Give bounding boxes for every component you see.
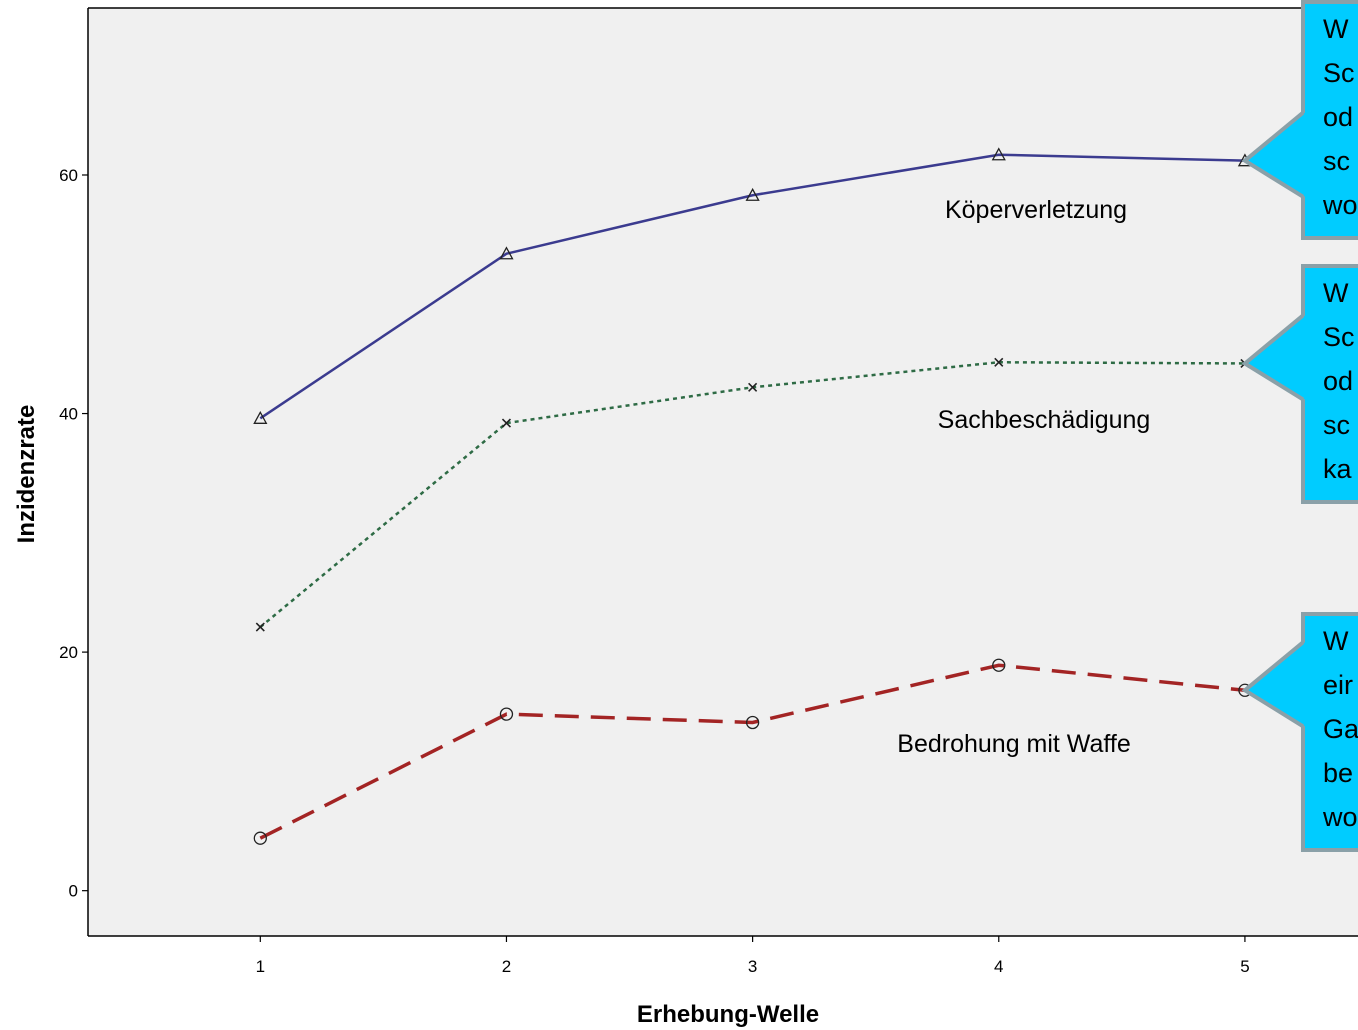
marker-x (994, 357, 1004, 367)
callout-pointer (1244, 642, 1305, 727)
callout-text-line: be (1323, 758, 1353, 788)
callout-pointer-border (1241, 111, 1305, 199)
callout-text-line: sc (1323, 410, 1350, 440)
callout-text-line: Ga (1323, 714, 1358, 744)
marker-circle (745, 715, 760, 730)
marker-triangle (745, 187, 760, 201)
marker-triangle (499, 246, 514, 260)
marker-x (748, 382, 758, 392)
callout-text-line: Sc (1323, 58, 1355, 88)
callout-text-line: eir (1323, 670, 1353, 700)
x-tick-label: 3 (748, 957, 757, 976)
callout-1: W Sc od sc ka (1241, 264, 1358, 504)
callout-text-line: wo (1322, 802, 1358, 832)
marker-x (501, 418, 512, 428)
axes: 0 20 40 60 1 2 3 4 5 (59, 7, 1358, 976)
callout-text-line: W (1323, 626, 1349, 656)
marker-triangle (253, 410, 268, 424)
marker-triangle (991, 147, 1006, 161)
callout-text-line: sc (1323, 146, 1350, 176)
callout-text-line: od (1323, 102, 1353, 132)
callout-text-line: wo (1322, 190, 1358, 220)
callout-0: W Sc od sc wo (1241, 0, 1358, 240)
y-tick-label: 0 (69, 882, 78, 901)
callout-box (1301, 612, 1358, 852)
marker-circle (253, 831, 267, 845)
series-label-koerperverletzung: Köperverletzung (945, 196, 1127, 224)
marker-x (255, 622, 265, 632)
callout-text-line: W (1323, 278, 1349, 308)
series-line-0 (259, 153, 1245, 420)
callout-pointer-border (1241, 313, 1305, 402)
x-axis-title: Erhebung-Welle (637, 1001, 819, 1028)
y-axis-title: Inzidenzrate (13, 405, 40, 544)
series-label-bedrohung: Bedrohung mit Waffe (897, 730, 1130, 758)
callout-pointer (1244, 112, 1305, 197)
y-tick-label: 60 (59, 166, 78, 185)
marker-circle (992, 658, 1006, 672)
callout-text-line: W (1323, 14, 1349, 44)
x-tick-label: 2 (502, 957, 511, 976)
marker-circle (499, 707, 514, 721)
callout-text-line: ka (1323, 454, 1353, 484)
y-tick-label: 20 (59, 643, 78, 662)
series-line-2 (259, 663, 1246, 840)
x-tick-label: 5 (1240, 957, 1249, 976)
series-label-sachbeschaedigung: Sachbeschädigung (938, 406, 1151, 434)
x-tick-label: 1 (256, 957, 265, 976)
callout-text-line: od (1323, 366, 1353, 396)
x-tick-label: 4 (994, 957, 1003, 976)
callout-text-line: Sc (1323, 322, 1355, 352)
callout-pointer-border (1241, 640, 1305, 728)
callout-pointer (1244, 315, 1305, 400)
plot-area (88, 8, 1358, 936)
callout-box (1301, 264, 1358, 504)
series-layer (253, 147, 1253, 845)
y-tick-label: 40 (59, 405, 78, 424)
